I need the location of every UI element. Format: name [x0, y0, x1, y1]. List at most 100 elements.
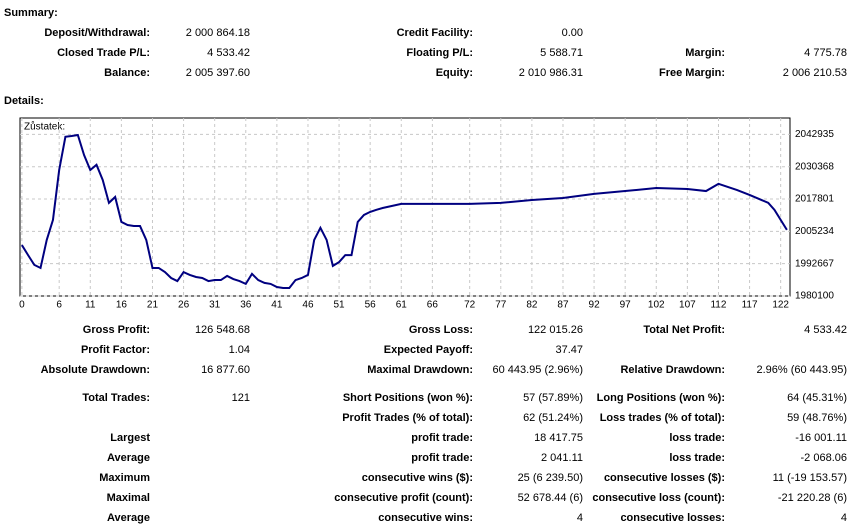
y-tick-label: 2030368 — [795, 161, 834, 172]
label: Floating P/L: — [406, 47, 473, 59]
value: 121 — [232, 392, 250, 404]
x-tick-label: 112 — [710, 300, 726, 311]
value: 4 533.42 — [207, 47, 250, 59]
x-tick-label: 56 — [365, 300, 377, 311]
value: 52 678.44 (6) — [518, 492, 583, 504]
label: Deposit/Withdrawal: — [44, 27, 150, 39]
y-tick-label: 1980100 — [795, 291, 834, 302]
label: consecutive losses ($): — [604, 472, 725, 484]
label: Total Trades: — [82, 392, 150, 404]
value: 59 (48.76%) — [787, 412, 847, 424]
x-tick-label: 97 — [620, 300, 632, 311]
value: 60 443.95 (2.96%) — [492, 364, 583, 376]
label: Maximum — [99, 472, 150, 484]
value: 64 (45.31%) — [787, 392, 847, 404]
y-tick-label: 2017801 — [795, 194, 834, 205]
value: 4 533.42 — [804, 324, 847, 336]
label: consecutive wins ($): — [362, 472, 473, 484]
label: Profit Factor: — [81, 344, 150, 356]
label: Credit Facility: — [397, 27, 473, 39]
label: Closed Trade P/L: — [57, 47, 150, 59]
y-tick-label: 2005234 — [795, 226, 834, 237]
value: 57 (57.89%) — [523, 392, 583, 404]
label: Total Net Profit: — [643, 324, 725, 336]
value: 2 000 864.18 — [186, 27, 250, 39]
value: 4 — [577, 512, 583, 524]
label: Average — [107, 512, 150, 524]
y-tick-label: 2042935 — [795, 129, 834, 140]
value: 18 417.75 — [534, 432, 583, 444]
label: profit trade: — [411, 432, 473, 444]
x-tick-label: 117 — [742, 300, 758, 311]
label: Expected Payoff: — [384, 344, 473, 356]
label: Largest — [110, 432, 150, 444]
x-tick-label: 11 — [85, 300, 96, 311]
x-tick-label: 66 — [427, 300, 439, 311]
x-tick-label: 102 — [648, 300, 665, 311]
value: 122 015.26 — [528, 324, 583, 336]
value: 2 041.11 — [541, 452, 583, 464]
x-tick-label: 21 — [147, 300, 159, 311]
value: 37.47 — [555, 344, 583, 356]
details-title: Details: — [4, 95, 44, 107]
label: Gross Loss: — [409, 324, 473, 336]
label: consecutive wins: — [378, 512, 473, 524]
x-tick-label: 31 — [209, 300, 221, 311]
x-tick-label: 122 — [772, 300, 789, 311]
label: Short Positions (won %): — [343, 392, 473, 404]
x-tick-label: 0 — [19, 300, 25, 311]
value: 4 775.78 — [804, 47, 847, 59]
x-tick-label: 26 — [178, 300, 190, 311]
label: Free Margin: — [659, 67, 725, 79]
value: 126 548.68 — [195, 324, 250, 336]
x-tick-label: 87 — [557, 300, 569, 311]
value: 1.04 — [229, 344, 250, 356]
balance-line — [21, 133, 788, 290]
value: 2 010 986.31 — [519, 67, 583, 79]
label: Absolute Drawdown: — [41, 364, 150, 376]
x-tick-label: 77 — [495, 300, 507, 311]
summary-title: Summary: — [4, 7, 58, 19]
label: consecutive loss (count): — [592, 492, 725, 504]
label: Balance: — [104, 67, 150, 79]
x-tick-label: 36 — [240, 300, 252, 311]
label: loss trade: — [669, 452, 725, 464]
x-tick-label: 61 — [396, 300, 408, 311]
label: Average — [107, 452, 150, 464]
chart-frame — [19, 117, 791, 297]
x-tick-label: 16 — [116, 300, 128, 311]
x-tick-label: 41 — [271, 300, 283, 311]
chart-label: Zůstatek: — [24, 121, 65, 133]
label: consecutive losses: — [620, 512, 725, 524]
value: -2 068.06 — [801, 452, 847, 464]
label: consecutive profit (count): — [334, 492, 473, 504]
value: 62 (51.24%) — [523, 412, 583, 424]
value: 0.00 — [562, 27, 583, 39]
x-tick-label: 46 — [302, 300, 314, 311]
value: -16 001.11 — [795, 432, 847, 444]
value: 11 (-19 153.57) — [773, 472, 847, 484]
label: Maximal — [107, 492, 150, 504]
x-tick-label: 92 — [589, 300, 601, 311]
x-tick-label: 6 — [56, 300, 62, 311]
label: loss trade: — [669, 432, 725, 444]
value: 2 006 210.53 — [783, 67, 847, 79]
x-tick-label: 82 — [526, 300, 538, 311]
label: Relative Drawdown: — [620, 364, 725, 376]
label: profit trade: — [411, 452, 473, 464]
label: Loss trades (% of total): — [600, 412, 725, 424]
value: 2.96% (60 443.95) — [756, 364, 847, 376]
label: Maximal Drawdown: — [367, 364, 473, 376]
value: -21 220.28 (6) — [778, 492, 847, 504]
x-tick-label: 107 — [679, 300, 696, 311]
y-tick-label: 1992667 — [795, 258, 834, 269]
value: 16 877.60 — [201, 364, 250, 376]
x-tick-label: 72 — [464, 300, 476, 311]
value: 5 588.71 — [540, 47, 583, 59]
label: Equity: — [436, 67, 473, 79]
x-tick-label: 51 — [334, 300, 346, 311]
label: Gross Profit: — [83, 324, 150, 336]
value: 25 (6 239.50) — [518, 472, 583, 484]
label: Margin: — [685, 47, 725, 59]
